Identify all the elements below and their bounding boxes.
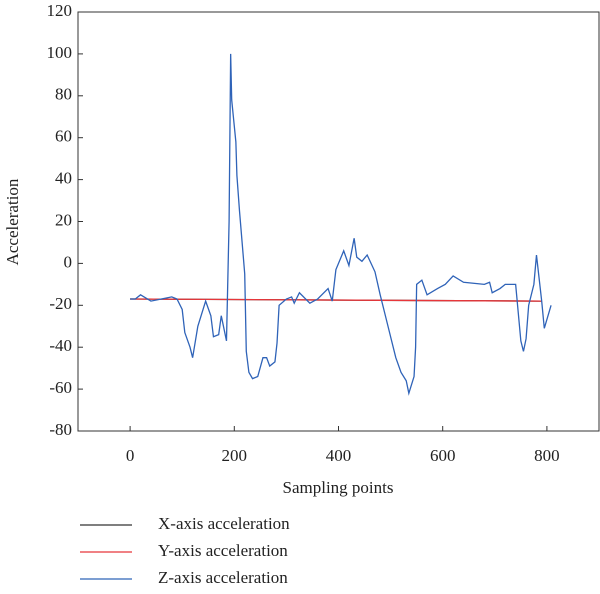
x-tick-label: 600 bbox=[430, 446, 456, 465]
y-tick-label: -80 bbox=[49, 420, 72, 439]
y-tick-label: -60 bbox=[49, 378, 72, 397]
legend-label: Z-axis acceleration bbox=[158, 568, 288, 587]
y-tick-label: 60 bbox=[55, 127, 72, 146]
y-tick-label: -40 bbox=[49, 336, 72, 355]
x-axis-label: Sampling points bbox=[283, 478, 394, 497]
y-axis-label: Acceleration bbox=[3, 178, 22, 265]
series-line bbox=[130, 298, 542, 302]
y-tick-label: 20 bbox=[55, 210, 72, 229]
plot-frame bbox=[77, 11, 600, 432]
y-tick-label: 80 bbox=[55, 85, 72, 104]
y-tick-label: 120 bbox=[47, 1, 73, 20]
y-tick-label: 100 bbox=[47, 43, 73, 62]
x-tick-label: 0 bbox=[126, 446, 135, 465]
legend-label: X-axis acceleration bbox=[158, 514, 290, 533]
y-tick-label: 0 bbox=[64, 252, 73, 271]
y-tick-label: -20 bbox=[49, 294, 72, 313]
x-tick-label: 200 bbox=[222, 446, 248, 465]
series-line bbox=[130, 53, 552, 396]
x-tick-label: 800 bbox=[534, 446, 560, 465]
x-tick-label: 400 bbox=[326, 446, 352, 465]
y-tick-label: 40 bbox=[55, 169, 72, 188]
legend-label: Y-axis acceleration bbox=[158, 541, 288, 560]
